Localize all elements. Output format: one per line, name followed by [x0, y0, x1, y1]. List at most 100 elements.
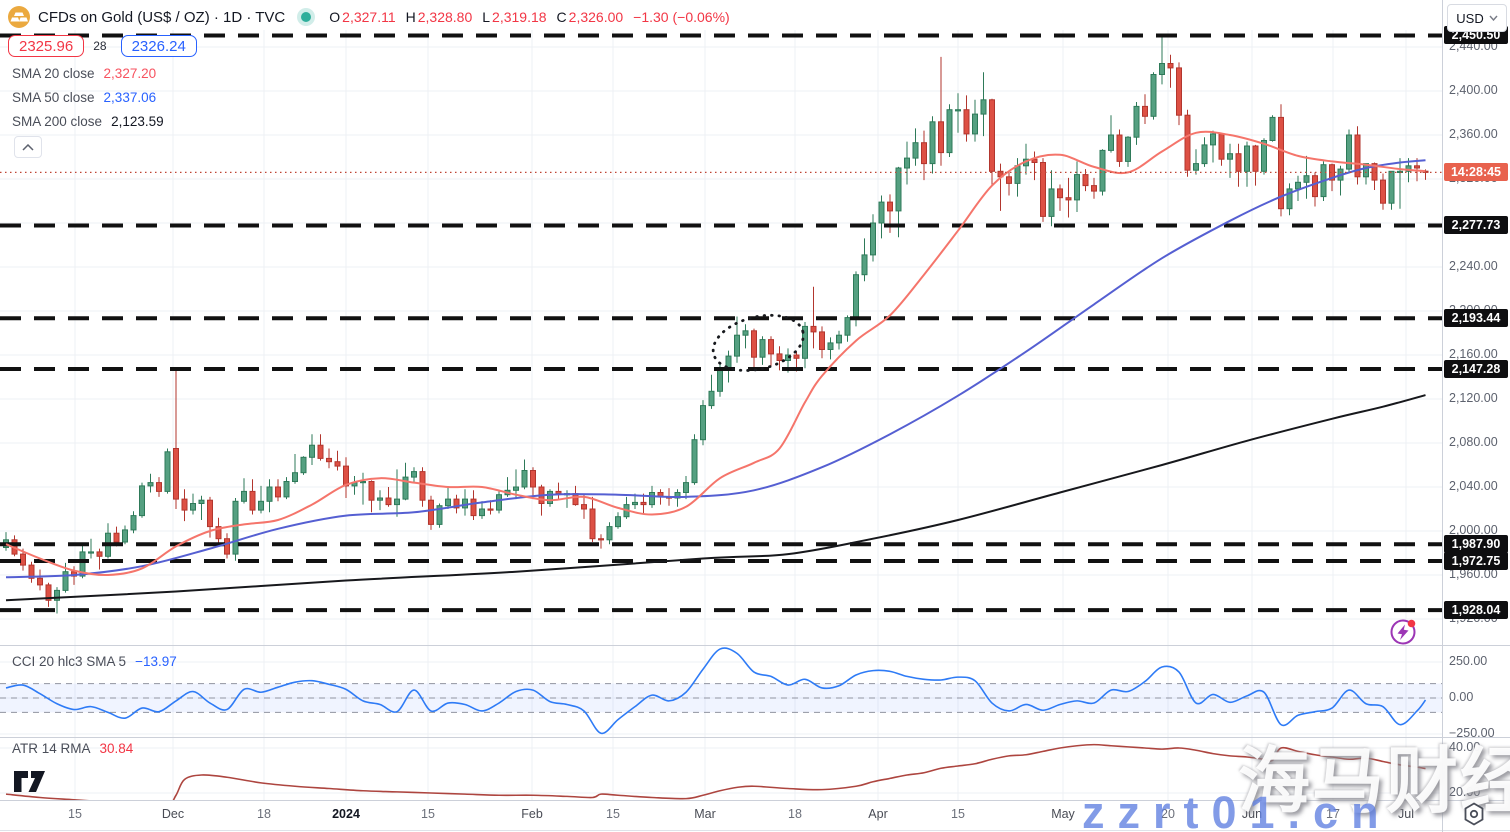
candle-body	[776, 353, 783, 361]
sma20-legend[interactable]: SMA 20 close 2,327.20	[12, 66, 156, 81]
legend-collapse-button[interactable]	[14, 136, 42, 158]
time-axis-label: Jul	[1398, 807, 1414, 821]
candle-body	[20, 553, 26, 566]
currency-label: USD	[1456, 10, 1484, 26]
candle-body	[360, 481, 366, 484]
candle-body	[1261, 140, 1267, 172]
price-tick-label: 2,120.00	[1449, 391, 1498, 405]
candle-body	[547, 490, 553, 504]
candle-body	[1176, 67, 1182, 116]
candle-body	[708, 390, 715, 407]
pane-separator-cci-atr[interactable]	[0, 737, 1510, 738]
candle-body	[1405, 165, 1412, 172]
candle-body	[1414, 165, 1420, 169]
candle-body	[691, 439, 698, 484]
candle-body	[164, 451, 171, 492]
candle-body	[215, 526, 222, 540]
time-axis-label: 15	[951, 807, 965, 821]
price-axis-border	[1442, 0, 1443, 832]
candle-body	[79, 551, 86, 577]
time-axis[interactable]: 15 Dec 18 2024 15 Feb 15 Mar 18 Apr 15 May 20 Jun 17 Ju…	[0, 800, 1510, 830]
candle-body	[1346, 134, 1352, 170]
candle-body	[232, 500, 239, 555]
ask-button[interactable]: 2326.24	[120, 35, 197, 57]
time-axis-label: 20	[1161, 807, 1175, 821]
tradingview-logo[interactable]	[14, 770, 48, 799]
candle-body	[895, 167, 902, 212]
time-axis-label: 18	[788, 807, 802, 821]
candle-body	[1082, 174, 1089, 187]
candle-body	[836, 334, 842, 344]
price-axis[interactable]: USD 2,440.002,400.002,360.002,320.002,28…	[1443, 0, 1510, 832]
candle-body	[878, 201, 885, 224]
chevron-down-icon	[1489, 15, 1498, 21]
sma50-value: 2,337.06	[103, 90, 157, 105]
candle-body	[1227, 153, 1233, 160]
candle-body	[1031, 158, 1038, 163]
candle-body	[1286, 188, 1293, 210]
candle-body	[419, 471, 426, 501]
candle-body	[1295, 181, 1301, 190]
candle-body	[1363, 163, 1369, 178]
candle-body	[1150, 74, 1157, 117]
candle-body	[1244, 145, 1250, 172]
atr-line[interactable]	[5, 743, 1426, 807]
symbol-title[interactable]: CFDs on Gold (US$ / OZ) · 1D · TVC	[38, 8, 286, 26]
time-axis-label: Mar	[694, 807, 716, 821]
bid-button[interactable]: 2325.96	[8, 35, 85, 57]
atr-value: 30.84	[99, 741, 134, 756]
market-status-dot[interactable]	[301, 12, 312, 22]
candle-body	[632, 501, 638, 506]
time-axis-label: Feb	[521, 807, 543, 821]
candle-body	[1065, 197, 1072, 201]
candle-body	[904, 157, 910, 169]
bar-countdown-label[interactable]: 14:28:45	[1444, 163, 1508, 182]
sma200-legend[interactable]: SMA 200 close 2,123.59	[12, 114, 164, 129]
candle-body	[1278, 116, 1284, 210]
axis-settings-icon[interactable]	[1461, 801, 1487, 832]
sma50-line[interactable]	[5, 159, 1426, 579]
cci-tick-label: 0.00	[1449, 690, 1474, 704]
ellipse-annotation[interactable]	[707, 307, 809, 380]
price-tick-label: 2,080.00	[1449, 435, 1498, 449]
candle-body	[589, 508, 596, 540]
candle-body	[555, 490, 562, 495]
candle-body	[190, 503, 196, 511]
cci-line[interactable]	[5, 647, 1427, 735]
cci-legend[interactable]: CCI 20 hlc3 SMA 5 −13.97	[12, 654, 177, 669]
candle-body	[241, 490, 247, 502]
sma50-legend[interactable]: SMA 50 close 2,337.06	[12, 90, 156, 105]
flash-ideas-icon[interactable]	[1388, 617, 1422, 654]
candle-body	[1252, 145, 1259, 172]
cci-tick-label: −250.00	[1449, 726, 1495, 740]
atr-legend[interactable]: ATR 14 RMA 30.84	[12, 741, 133, 756]
candle-body	[972, 113, 978, 135]
pane-separator-main-cci[interactable]	[0, 645, 1510, 646]
candle-body	[377, 497, 383, 501]
candle-body	[1108, 134, 1114, 151]
candle-body	[572, 493, 579, 506]
time-axis-label: 18	[257, 807, 271, 821]
candle-body	[1133, 105, 1140, 138]
sma20-line[interactable]	[5, 130, 1426, 577]
candle-body	[130, 515, 137, 531]
price-tick-label: 2,000.00	[1449, 523, 1498, 537]
candle-body	[334, 461, 341, 467]
currency-dropdown[interactable]: USD	[1447, 4, 1507, 32]
candle-body	[1388, 170, 1395, 204]
candle-body	[462, 498, 468, 509]
candle-body	[309, 444, 315, 458]
candle-body	[207, 499, 213, 528]
candle-body	[385, 497, 392, 506]
time-axis-label: 15	[606, 807, 620, 821]
time-axis-label: 15	[68, 807, 82, 821]
candle-body	[224, 538, 230, 555]
candle-body	[989, 99, 995, 172]
time-axis-label: Apr	[868, 807, 888, 821]
sma200-line[interactable]	[5, 394, 1426, 602]
candle-body	[861, 254, 868, 276]
ohlc-readout: O 2,327.11 H 2,328.80 L 2,319.18 C 2,326.00 …	[329, 9, 729, 25]
candle-body	[1303, 175, 1310, 183]
candle-body	[912, 142, 919, 159]
